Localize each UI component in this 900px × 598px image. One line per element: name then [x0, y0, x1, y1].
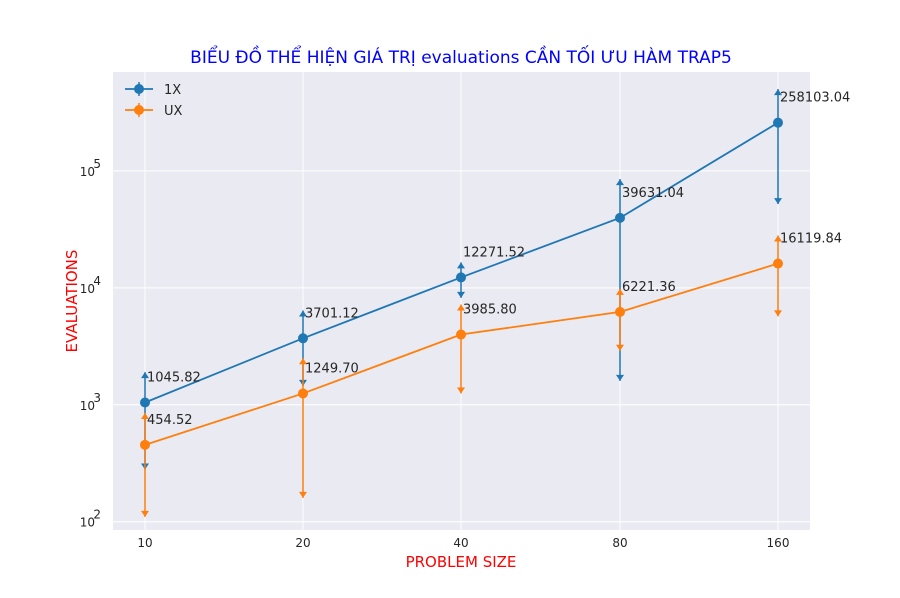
data-label: 1249.70: [305, 361, 359, 376]
data-label: 258103.04: [780, 91, 850, 106]
data-point: [773, 258, 783, 269]
error-cap-lower: [616, 344, 624, 351]
error-cap-upper: [457, 262, 465, 269]
x-tick-label: 40: [453, 536, 468, 550]
error-cap-upper: [141, 372, 149, 379]
error-cap-upper: [616, 179, 624, 186]
y-axis-label: EVALUATIONS: [63, 250, 81, 353]
data-point: [773, 117, 783, 128]
error-cap-lower: [457, 387, 465, 394]
data-point: [298, 333, 308, 344]
grid: [113, 72, 810, 530]
y-tick-exponent: 3: [93, 391, 101, 405]
x-tick-label: 80: [612, 536, 627, 550]
legend-item-1x: 1X: [125, 82, 181, 98]
data-point: [140, 397, 150, 408]
data-point: [456, 329, 466, 340]
data-point: [298, 388, 308, 399]
error-cap-upper: [774, 89, 782, 96]
error-cap-upper: [299, 358, 307, 365]
legend-label: UX: [164, 104, 183, 119]
x-axis-label: PROBLEM SIZE: [406, 553, 517, 571]
error-cap-upper: [141, 413, 149, 420]
data-label: 12271.52: [463, 245, 525, 260]
data-label: 16119.84: [780, 232, 842, 247]
error-cap-lower: [774, 198, 782, 205]
legend: 1X UX: [125, 82, 183, 119]
y-tick-label: 10: [80, 165, 95, 179]
x-tick-label: 20: [295, 536, 310, 550]
series-layer: 1045.82 3701.12 12271.52 39631.04 258103.04 4…: [140, 89, 850, 517]
error-cap-lower: [457, 291, 465, 298]
y-tick-label: 10: [80, 282, 95, 296]
y-tick-exponent: 2: [93, 508, 101, 522]
data-label: 1045.82: [147, 371, 201, 386]
error-cap-lower: [616, 374, 624, 381]
y-tick-exponent: 4: [93, 274, 101, 288]
legend-marker: [134, 105, 144, 115]
data-point: [456, 272, 466, 283]
data-label: 3985.80: [463, 303, 517, 318]
error-cap-lower: [299, 491, 307, 498]
error-cap-upper: [616, 288, 624, 295]
error-cap-upper: [457, 304, 465, 311]
legend-item-ux: UX: [125, 103, 183, 119]
data-point: [615, 212, 625, 223]
data-point: [615, 306, 625, 317]
error-cap-lower: [774, 310, 782, 317]
series-ux: 454.52 1249.70 3985.80 6221.36 16119.84: [140, 232, 842, 517]
data-label: 39631.04: [622, 186, 684, 201]
error-cap-lower: [141, 510, 149, 517]
data-point: [140, 439, 150, 450]
data-label: 3701.12: [305, 306, 359, 321]
error-cap-upper: [774, 235, 782, 242]
error-cap-upper: [299, 310, 307, 317]
y-tick-exponent: 5: [93, 157, 101, 171]
y-tick-label: 10: [80, 399, 95, 413]
legend-label: 1X: [164, 83, 181, 98]
x-tick-label: 160: [767, 536, 790, 550]
data-label: 6221.36: [622, 280, 676, 295]
x-tick-label: 10: [137, 536, 152, 550]
data-label: 454.52: [147, 413, 193, 428]
chart-title: BIỂU ĐỒ THỂ HIỆN GIÁ TRỊ evaluations CẦN…: [190, 44, 732, 68]
y-tick-label: 10: [80, 516, 95, 530]
legend-marker: [134, 84, 144, 94]
